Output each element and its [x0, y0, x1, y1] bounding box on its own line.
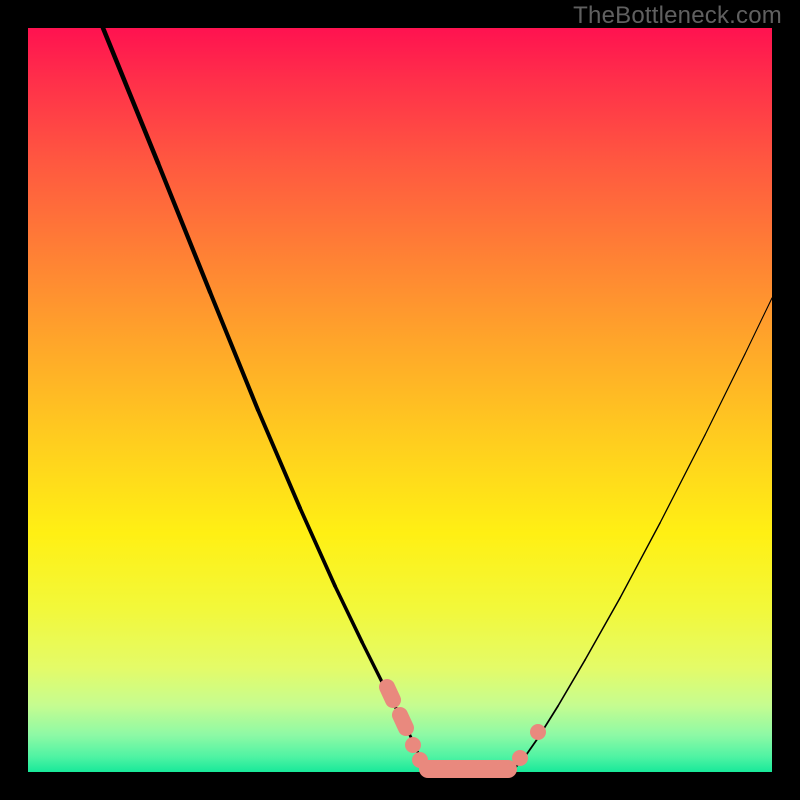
- watermark-text: TheBottleneck.com: [573, 2, 782, 30]
- bottleneck-chart: [0, 0, 800, 800]
